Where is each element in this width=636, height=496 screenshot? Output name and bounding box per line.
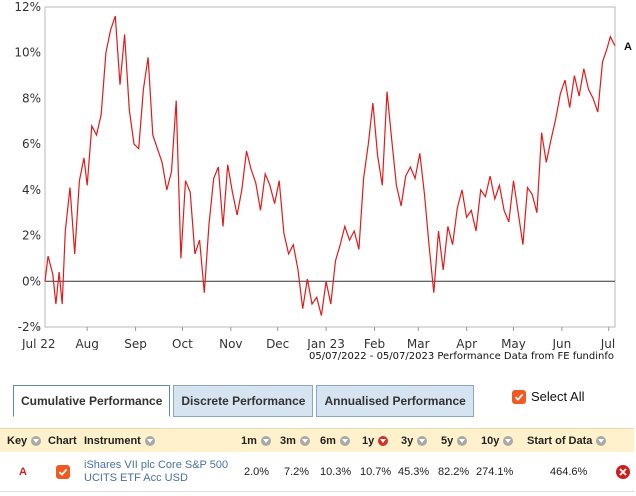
series-end-label: A bbox=[624, 41, 632, 53]
column-header-10y-label: 10y bbox=[481, 435, 500, 447]
x-tick-label: Oct bbox=[172, 337, 193, 350]
column-header-1y-label: 1y bbox=[362, 435, 375, 447]
column-header-1m-label: 1m bbox=[241, 435, 257, 447]
y-tick-label: 4% bbox=[22, 183, 41, 197]
sort-icon[interactable] bbox=[417, 436, 428, 446]
data-source-note: 05/07/2022 - 05/07/2023 Performance Data… bbox=[308, 351, 614, 362]
remove-row-button[interactable] bbox=[616, 452, 630, 492]
row-5y-value: 82.2% bbox=[438, 466, 470, 478]
column-header-10y[interactable]: 10y bbox=[481, 429, 514, 453]
y-tick-label: 10% bbox=[14, 46, 41, 60]
tab-cumulative-performance[interactable]: Cumulative Performance bbox=[13, 385, 171, 417]
performance-chart: 12% 10% 8% 6% 4% 2% 0% -2% Jul 22 Aug Sep Oct Nov De… bbox=[14, 0, 632, 350]
column-header-chart[interactable]: Chart bbox=[48, 429, 77, 453]
row-start-of-data-value: 464.6% bbox=[550, 466, 588, 478]
x-tick-label: May bbox=[501, 337, 526, 350]
row-1m-value: 2.0% bbox=[244, 466, 270, 478]
y-tick-label: 12% bbox=[14, 0, 41, 14]
y-tick-label: 2% bbox=[22, 229, 41, 243]
chart-plot-area bbox=[44, 6, 616, 328]
close-icon[interactable] bbox=[616, 465, 630, 479]
column-header-6m-label: 6m bbox=[320, 435, 336, 447]
sort-icon[interactable] bbox=[31, 436, 42, 446]
row-chart-toggle[interactable] bbox=[56, 452, 75, 492]
x-tick-label: Jul bbox=[600, 337, 615, 350]
column-header-5y-label: 5y bbox=[441, 435, 454, 447]
x-tick-label: Feb bbox=[364, 337, 385, 350]
x-tick-label: Aug bbox=[75, 337, 98, 350]
table-row: A iShares VII plc Core S&P 500 UCITS ETF… bbox=[0, 452, 634, 492]
column-header-instrument[interactable]: Instrument bbox=[84, 429, 155, 453]
sort-icon[interactable] bbox=[144, 436, 155, 446]
column-header-key[interactable]: Key bbox=[7, 429, 42, 453]
x-tick-label: Jun bbox=[552, 337, 572, 350]
row-key: A bbox=[19, 466, 27, 478]
column-header-start-of-data[interactable]: Start of Data bbox=[527, 429, 607, 453]
column-header-3y[interactable]: 3y bbox=[401, 429, 428, 453]
instrument-name-line2: UCITS ETF Acc USD bbox=[84, 472, 188, 484]
instrument-name-line1: iShares VII plc Core S&P 500 bbox=[84, 459, 229, 471]
column-header-chart-label: Chart bbox=[48, 435, 77, 447]
row-3m-value: 7.2% bbox=[284, 466, 310, 478]
series-line-A bbox=[44, 15, 616, 316]
sort-active-icon[interactable] bbox=[378, 436, 389, 446]
column-header-instrument-label: Instrument bbox=[84, 435, 141, 447]
x-tick-label: Dec bbox=[266, 337, 289, 350]
y-tick-label: 0% bbox=[22, 274, 41, 288]
row-1y-value: 10.7% bbox=[360, 466, 392, 478]
sort-icon[interactable] bbox=[596, 436, 607, 446]
column-header-3m-label: 3m bbox=[280, 435, 296, 447]
tab-annualised-performance[interactable]: Annualised Performance bbox=[316, 385, 474, 417]
column-header-start-of-data-label: Start of Data bbox=[527, 435, 593, 447]
x-tick-label: Jan 23 bbox=[306, 337, 345, 350]
row-10y-value: 274.1% bbox=[476, 466, 514, 478]
sort-icon[interactable] bbox=[339, 436, 350, 446]
sort-icon[interactable] bbox=[299, 436, 310, 446]
checkmark-icon bbox=[514, 393, 524, 401]
performance-tabs: Cumulative Performance Discrete Performa… bbox=[13, 385, 477, 417]
sort-icon[interactable] bbox=[503, 436, 514, 446]
column-header-6m[interactable]: 6m bbox=[320, 429, 350, 453]
select-all-toggle[interactable]: Select All bbox=[512, 389, 584, 404]
sort-icon[interactable] bbox=[260, 436, 271, 446]
row-3y-value: 45.3% bbox=[398, 466, 430, 478]
column-header-1y[interactable]: 1y bbox=[362, 429, 389, 453]
chart-checkbox[interactable] bbox=[56, 465, 70, 479]
y-tick-label: 8% bbox=[22, 91, 41, 105]
column-header-3m[interactable]: 3m bbox=[280, 429, 310, 453]
column-header-5y[interactable]: 5y bbox=[441, 429, 468, 453]
select-all-checkbox[interactable] bbox=[512, 389, 526, 404]
column-header-3y-label: 3y bbox=[401, 435, 414, 447]
x-tick-label: Mar bbox=[407, 337, 430, 350]
column-header-1m[interactable]: 1m bbox=[241, 429, 271, 453]
select-all-label: Select All bbox=[531, 389, 585, 404]
sort-icon[interactable] bbox=[457, 436, 468, 446]
instrument-cell: iShares VII plc Core S&P 500 UCITS ETF A… bbox=[84, 452, 234, 492]
x-tick-label: Apr bbox=[456, 337, 477, 350]
x-tick-label: Nov bbox=[219, 337, 242, 350]
instrument-link[interactable]: iShares VII plc Core S&P 500 UCITS ETF A… bbox=[84, 459, 228, 485]
checkmark-icon bbox=[58, 468, 68, 476]
y-tick-label: 6% bbox=[22, 137, 41, 151]
row-6m-value: 10.3% bbox=[320, 466, 352, 478]
tab-discrete-performance[interactable]: Discrete Performance bbox=[173, 385, 314, 417]
column-header-key-label: Key bbox=[7, 435, 28, 447]
x-tick-label: Jul 22 bbox=[21, 337, 56, 350]
y-tick-label: -2% bbox=[18, 320, 41, 334]
x-tick-label: Sep bbox=[124, 337, 147, 350]
table-header: Key Chart Instrument 1m 3m 6m 1y 3y 5y 1… bbox=[0, 428, 634, 452]
